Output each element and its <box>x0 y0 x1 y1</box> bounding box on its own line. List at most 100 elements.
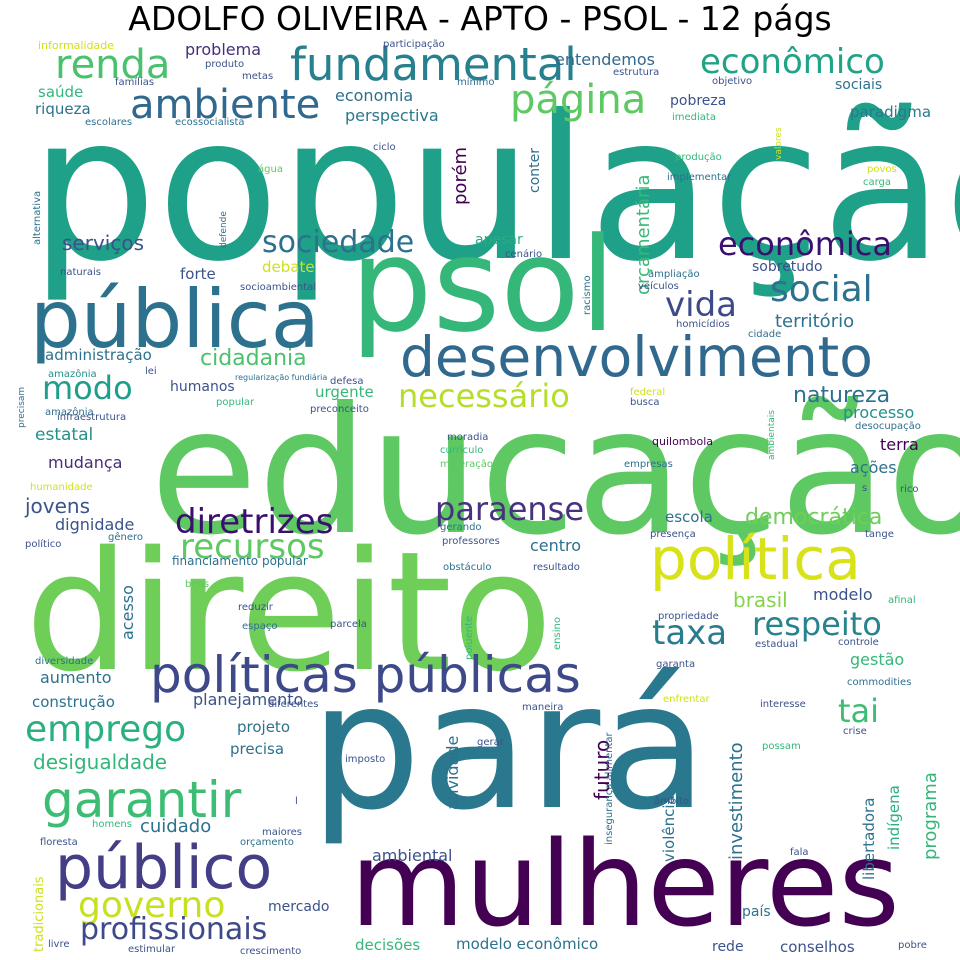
word-diferentes: diferentes <box>268 699 319 710</box>
word-familias: famílias <box>115 77 155 88</box>
word-regularizacao-fundiaria: regularização fundiária <box>235 373 328 382</box>
word-rico: rico <box>900 484 919 495</box>
word-gerar: gerar <box>477 737 504 748</box>
word-imposto: imposto <box>345 754 386 765</box>
word-apesar: apesar <box>475 232 523 248</box>
word-humanidade: humanidade <box>30 482 93 493</box>
word-modelo: modelo <box>813 585 873 604</box>
word-taxa: taxa <box>652 613 728 653</box>
word-curriculo: currículo <box>440 445 484 456</box>
word-ambito: âmbito <box>654 796 690 807</box>
word-aumento: aumento <box>40 668 112 687</box>
word-pobre: pobre <box>898 940 927 951</box>
word-modelo-economico: modelo econômico <box>456 935 599 953</box>
word-racismo: racismo <box>582 275 593 315</box>
word-desigualdade: desigualdade <box>33 750 168 774</box>
word-sociedade: sociedade <box>262 225 415 260</box>
word-livre: livre <box>48 939 70 950</box>
word-objetivo: objetivo <box>712 76 753 87</box>
word-gerando: gerando <box>440 522 482 533</box>
word-infraestrutura: infraestrutura <box>57 412 127 423</box>
word-estrutura: estrutura <box>613 67 660 78</box>
word-moradia: moradia <box>447 432 489 443</box>
word-maneira: maneira <box>522 702 564 713</box>
word-minimo: mínimo <box>457 77 495 88</box>
word-jovens: jovens <box>25 494 91 518</box>
word-processo: processo <box>843 403 915 422</box>
word-maiores: maiores <box>262 827 303 838</box>
word-economia: economia <box>335 86 414 105</box>
word-popular: popular <box>216 397 255 408</box>
word-interesse: interesse <box>760 699 806 710</box>
word-tradicionais: tradicionais <box>32 876 47 952</box>
word-reduzir: reduzir <box>238 602 273 613</box>
word-forte: forte <box>180 265 216 283</box>
word-crescimento: crescimento <box>240 946 302 957</box>
word-brasil: brasil <box>733 588 788 612</box>
word-terra: terra <box>880 435 919 454</box>
word-cidadania: cidadania <box>200 346 307 371</box>
word-veiculos: veículos <box>638 281 679 292</box>
word-participacao: participação <box>383 39 445 50</box>
word-defende: defende <box>219 211 229 248</box>
word-cidade: cidade <box>748 329 782 340</box>
word-paraense: paraense <box>435 490 585 528</box>
word-publica: pública <box>30 273 320 366</box>
word-porem: porém <box>450 146 471 205</box>
word-amazonia: amazônia <box>48 369 97 380</box>
word-conselhos: conselhos <box>780 938 855 956</box>
word-inseguranca-alimentar: insegurança alimentar <box>604 732 615 845</box>
word-s: s <box>862 483 868 494</box>
word-governo: governo <box>78 885 226 926</box>
word-economica: econômica <box>718 225 892 263</box>
word-espaco: espaço <box>242 621 278 632</box>
word-rede: rede <box>712 939 744 955</box>
word-garanta: garanta <box>656 659 696 670</box>
word-obstaculo: obstáculo <box>443 562 492 573</box>
word-enfrentar: enfrentar <box>663 694 710 705</box>
word-pais: país <box>742 904 771 920</box>
word-psol: psol <box>350 209 616 361</box>
word-mudanca: mudança <box>48 453 123 472</box>
word-financiamento-popular: financiamento popular <box>172 554 308 568</box>
word-ambiental: ambiental <box>372 846 453 865</box>
word-necessario: necessário <box>398 377 570 415</box>
word-politico: político <box>25 539 62 550</box>
word-planejamento: planejamento <box>193 690 304 709</box>
word-ambiente: ambiente <box>130 82 321 128</box>
word-estatal: estatal <box>35 425 94 445</box>
word-ambientais: ambientais <box>767 410 777 460</box>
word-informalidade: informalidade <box>38 39 115 52</box>
word-escolares: escolares <box>85 117 133 128</box>
word-direito: direito <box>25 516 553 708</box>
word-investimento: investimento <box>726 742 747 860</box>
word-programa: programa <box>920 772 941 860</box>
word-fundamental: fundamental <box>290 38 577 91</box>
word-ensino: ensino <box>552 617 563 650</box>
word-homicidios: homicídios <box>676 319 730 330</box>
word-l: l <box>295 796 298 807</box>
word-humanos: humanos <box>170 379 235 395</box>
word-populacao: população <box>30 73 960 306</box>
word-valores: valores <box>774 127 784 160</box>
word-bens: bens <box>185 579 210 590</box>
word-precisam: precisam <box>17 386 27 428</box>
word-para: pará <box>310 646 708 849</box>
word-precisa: precisa <box>230 740 285 758</box>
word-natureza: natureza <box>793 383 891 408</box>
word-possam: possam <box>762 741 801 752</box>
word-povos: povos <box>867 164 897 175</box>
word-modo: modo <box>42 369 133 407</box>
word-ecossocialista: ecossocialista <box>175 117 245 128</box>
word-conter: conter <box>527 148 543 193</box>
word-fala: fala <box>790 847 809 858</box>
word-lei: lei <box>145 366 157 377</box>
word-renda: renda <box>55 42 171 88</box>
word-politicas-publicas: políticas públicas <box>150 646 581 704</box>
word-producao: produção <box>675 152 722 163</box>
figure-title: ADOLFO OLIVEIRA - APTO - PSOL - 12 págs <box>128 0 832 38</box>
word-estimular: estimular <box>128 944 176 955</box>
word-acesso: acesso <box>118 585 137 640</box>
word-entendemos: entendemos <box>555 50 655 69</box>
